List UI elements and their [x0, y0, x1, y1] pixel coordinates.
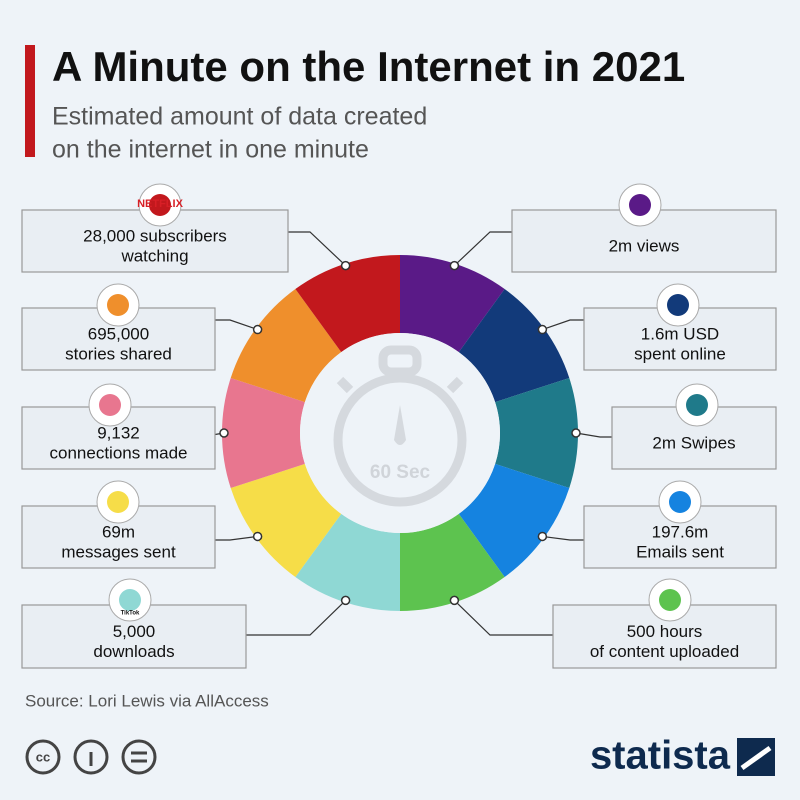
brand: statista [590, 734, 731, 778]
item-label: 500 hours [627, 622, 703, 641]
connector [542, 319, 584, 331]
license-icons [25, 739, 157, 775]
item-icon-glyph [669, 491, 691, 513]
brand-logo-stroke [740, 745, 772, 771]
item-icon-glyph [659, 589, 681, 611]
item-label: spent online [634, 344, 726, 363]
ring-segment [400, 513, 505, 611]
item-label: downloads [93, 642, 174, 661]
subtitle: on the internet in one minute [52, 136, 369, 164]
title: A Minute on the Internet in 2021 [52, 43, 685, 90]
connector [215, 319, 258, 331]
item-label: Emails sent [636, 542, 724, 561]
stopwatch-hand [394, 405, 406, 445]
connector-dot [449, 595, 460, 606]
connector-dot [537, 324, 548, 335]
ring-segment [495, 377, 578, 489]
item-label: 69m [102, 522, 135, 541]
connector [246, 599, 347, 636]
connector-dot [252, 531, 263, 542]
item-label: 2m views [609, 236, 680, 255]
connector [542, 535, 584, 541]
item-logo: NETFLIX [137, 198, 183, 210]
connector [215, 535, 258, 541]
item-label: 9,132 [97, 423, 140, 442]
item-icon-glyph [686, 394, 708, 416]
ring-segment [295, 255, 400, 353]
item-label: 1.6m USD [641, 324, 719, 343]
connector-dot [219, 428, 229, 438]
connector-dot [252, 324, 263, 335]
item-icon-glyph [119, 589, 141, 611]
connector [288, 231, 347, 267]
item-label: stories shared [65, 344, 172, 363]
ring-segment [295, 513, 400, 611]
cc-mark: cc [36, 749, 50, 764]
item-icon-glyph [629, 194, 651, 216]
item-label: 197.6m [652, 522, 709, 541]
connector [575, 432, 612, 438]
item-label: 28,000 subscribers [83, 226, 227, 245]
item-icon-glyph [99, 394, 121, 416]
item-icon-glyph [107, 491, 129, 513]
ring [221, 255, 578, 611]
subtitle: Estimated amount of data created [52, 103, 427, 131]
connector-dot [449, 260, 460, 271]
item-label: 2m Swipes [652, 433, 735, 452]
item-label: watching [120, 246, 188, 265]
ring-segment [458, 288, 570, 403]
item-label: 695,000 [88, 324, 149, 343]
connector-dot [537, 531, 548, 542]
item-label: messages sent [61, 542, 176, 561]
ring-segment [230, 288, 342, 403]
source: Source: Lori Lewis via AllAccess [25, 691, 269, 710]
item-box [552, 604, 777, 669]
connector-dot [340, 260, 351, 271]
item-icon-glyph [667, 294, 689, 316]
stopwatch [333, 345, 467, 507]
ring-segment [458, 463, 570, 578]
ring-segment [400, 255, 505, 353]
connector [453, 231, 512, 267]
item-label: of content uploaded [590, 642, 739, 661]
item-icon-glyph [107, 294, 129, 316]
accent-bar [25, 45, 35, 157]
item-label: 5,000 [113, 622, 156, 641]
connector-dot [571, 428, 581, 438]
center-label: 60 Sec [370, 462, 431, 483]
ring-segment [221, 377, 305, 489]
item-icon-glyph [149, 194, 171, 216]
item-label: connections made [50, 443, 188, 462]
ring-segment [230, 463, 342, 578]
connector-dot [340, 595, 351, 606]
item-logo: TikTok [121, 611, 140, 617]
connector [453, 599, 553, 636]
